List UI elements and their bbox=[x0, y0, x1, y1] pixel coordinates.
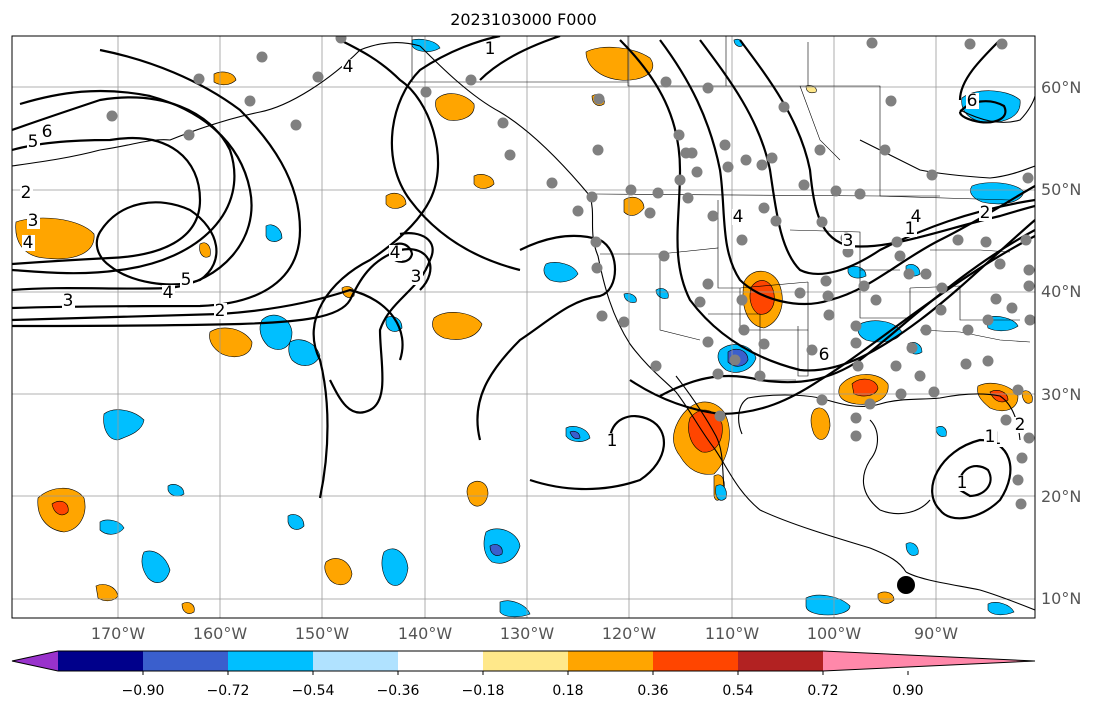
contour-label: 4 bbox=[163, 283, 174, 303]
contour-lines bbox=[12, 36, 1035, 520]
lon-label: 110°W bbox=[704, 624, 760, 643]
colorbar-extend-high bbox=[823, 651, 1035, 671]
contour-label: 1 bbox=[607, 431, 618, 451]
colorbar-outline bbox=[11, 650, 1036, 672]
lat-label: 20°N bbox=[1041, 487, 1082, 506]
station-markers bbox=[106, 36, 1035, 510]
contour-label: 2 bbox=[215, 301, 226, 321]
map-title: 2023103000 F000 bbox=[450, 10, 597, 29]
negative-anomaly-fills bbox=[99, 38, 1025, 618]
contour-label-bg bbox=[842, 233, 855, 249]
colorbar-tick-label: −0.72 bbox=[206, 683, 250, 699]
contour-label-bg bbox=[389, 245, 402, 261]
contour-label-bg bbox=[606, 433, 619, 449]
contour-label-bg bbox=[27, 213, 40, 229]
contour-label: 4 bbox=[911, 207, 922, 227]
colorbar-tick-label: 0.54 bbox=[722, 683, 754, 699]
map-gridlines bbox=[12, 36, 1035, 618]
colorbar-tick-label: 0.72 bbox=[807, 683, 839, 699]
colorbar-tick-label: −0.90 bbox=[121, 683, 165, 699]
contour-label: 1 bbox=[985, 427, 996, 447]
contour-label-bg bbox=[214, 303, 227, 319]
contour-label-bg bbox=[956, 475, 969, 491]
contour-label: 2 bbox=[1015, 415, 1026, 435]
lat-label: 50°N bbox=[1041, 180, 1082, 199]
lat-label: 60°N bbox=[1041, 78, 1082, 97]
contour-label: 4 bbox=[23, 233, 34, 253]
contour-label: 1 bbox=[485, 39, 496, 59]
contour-label: 3 bbox=[28, 211, 39, 231]
storm-center-marker bbox=[897, 576, 915, 594]
contour-label-bg bbox=[41, 124, 54, 140]
lon-label: 170°W bbox=[90, 624, 146, 643]
colorbar-segment bbox=[653, 651, 738, 671]
contour-label-bg bbox=[22, 235, 35, 251]
contour-label: 2 bbox=[980, 203, 991, 223]
contour-label: 1 bbox=[957, 473, 968, 493]
lon-label: 160°W bbox=[192, 624, 248, 643]
colorbar-tick-label: 0.36 bbox=[637, 683, 669, 699]
contour-label-bg bbox=[62, 293, 75, 309]
lat-label: 10°N bbox=[1041, 589, 1082, 608]
colorbar-tick-label: 0.90 bbox=[892, 683, 924, 699]
contour-label: 6 bbox=[967, 91, 978, 111]
colorbar-segment bbox=[483, 651, 568, 671]
contour-label: 1 bbox=[905, 219, 916, 239]
contour-label-bg bbox=[984, 429, 997, 445]
contour-label-bg bbox=[732, 209, 745, 225]
colorbar-segment bbox=[398, 651, 483, 671]
contour-label-bg bbox=[904, 221, 917, 237]
contour-label: 4 bbox=[343, 57, 354, 77]
contour-label: 5 bbox=[28, 132, 39, 152]
lat-label: 40°N bbox=[1041, 282, 1082, 301]
colorbar-segment bbox=[568, 651, 653, 671]
lat-label: 30°N bbox=[1041, 385, 1082, 404]
contour-label: 5 bbox=[181, 270, 192, 290]
contour-label-bg bbox=[1014, 417, 1027, 433]
colorbar-segment bbox=[143, 651, 228, 671]
lon-label: 150°W bbox=[294, 624, 350, 643]
contour-label-bg bbox=[979, 205, 992, 221]
contour-labels: 6523454324314146342111612 bbox=[20, 39, 1027, 493]
state-borders bbox=[411, 36, 1031, 381]
colorbar-tick-label: −0.18 bbox=[461, 683, 505, 699]
colorbar-segment bbox=[738, 651, 823, 671]
contour-label-bg bbox=[410, 269, 423, 285]
colorbar bbox=[11, 650, 1036, 675]
lon-label: 140°W bbox=[397, 624, 453, 643]
lon-label: 130°W bbox=[499, 624, 555, 643]
contour-label-bg bbox=[180, 272, 193, 288]
contour-label-bg bbox=[162, 285, 175, 301]
colorbar-extend-low bbox=[12, 651, 58, 671]
colorbar-tick-label: 0.18 bbox=[552, 683, 584, 699]
contour-label-bg bbox=[966, 93, 979, 109]
contour-label: 4 bbox=[390, 243, 401, 263]
lon-label: 120°W bbox=[601, 624, 657, 643]
contour-label: 3 bbox=[843, 231, 854, 251]
contour-label: 4 bbox=[733, 207, 744, 227]
contour-label: 2 bbox=[21, 183, 32, 203]
colorbar-segment bbox=[228, 651, 313, 671]
map-frame bbox=[11, 35, 1036, 619]
contour-label-bg bbox=[27, 134, 40, 150]
contour-label: 3 bbox=[63, 291, 74, 311]
colorbar-segment bbox=[313, 651, 398, 671]
lon-label: 90°W bbox=[913, 624, 959, 643]
contour-label-bg bbox=[818, 347, 831, 363]
colorbar-tick-label: −0.36 bbox=[376, 683, 420, 699]
contour-label: 3 bbox=[411, 267, 422, 287]
colorbar-tick-label: −0.54 bbox=[291, 683, 335, 699]
contour-label-bg bbox=[342, 59, 355, 75]
contour-label: 6 bbox=[42, 122, 53, 142]
contour-label-bg bbox=[20, 185, 33, 201]
contour-label: 6 bbox=[819, 345, 830, 365]
contour-label-bg bbox=[484, 41, 497, 57]
coastlines bbox=[12, 41, 1035, 611]
lon-label: 100°W bbox=[806, 624, 862, 643]
colorbar-segment bbox=[58, 651, 143, 671]
